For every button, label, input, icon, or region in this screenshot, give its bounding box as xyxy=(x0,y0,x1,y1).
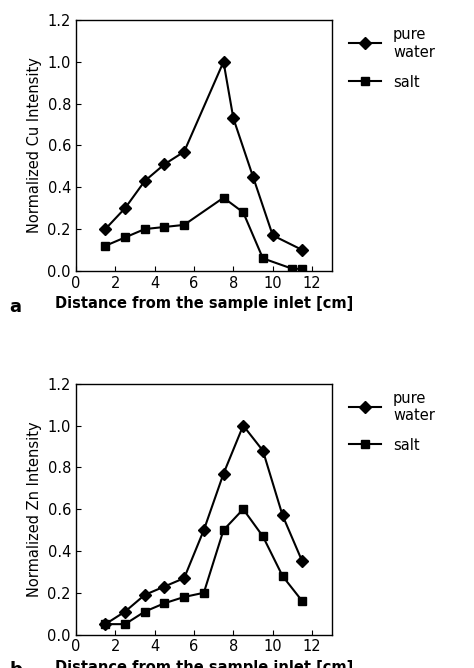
X-axis label: Distance from the sample inlet [cm]: Distance from the sample inlet [cm] xyxy=(55,297,353,311)
salt xyxy=(122,620,128,628)
pure
water xyxy=(162,160,167,168)
Line: pure
water: pure water xyxy=(101,422,306,629)
salt xyxy=(122,233,128,241)
pure
water xyxy=(201,526,207,534)
salt xyxy=(142,225,147,233)
salt xyxy=(260,532,266,540)
salt xyxy=(102,620,108,628)
salt xyxy=(181,593,187,601)
Legend: pure
water, salt: pure water, salt xyxy=(349,391,435,454)
pure
water xyxy=(270,231,275,239)
pure
water xyxy=(260,447,266,455)
Text: b: b xyxy=(9,661,22,668)
pure
water xyxy=(250,173,256,181)
salt xyxy=(162,223,167,231)
pure
water xyxy=(280,512,285,520)
salt xyxy=(260,255,266,263)
Text: a: a xyxy=(9,298,21,315)
pure
water xyxy=(122,204,128,212)
pure
water xyxy=(221,470,227,478)
salt xyxy=(181,221,187,229)
salt xyxy=(300,597,305,605)
salt xyxy=(142,608,147,616)
pure
water xyxy=(230,114,236,122)
pure
water xyxy=(221,58,227,66)
pure
water xyxy=(142,177,147,185)
salt xyxy=(240,505,246,513)
salt xyxy=(280,572,285,580)
pure
water xyxy=(300,246,305,254)
salt xyxy=(221,194,227,202)
salt xyxy=(162,599,167,607)
X-axis label: Distance from the sample inlet [cm]: Distance from the sample inlet [cm] xyxy=(55,660,353,668)
pure
water xyxy=(300,557,305,565)
pure
water xyxy=(181,148,187,156)
Y-axis label: Normalized Cu Intensity: Normalized Cu Intensity xyxy=(27,57,42,233)
Legend: pure
water, salt: pure water, salt xyxy=(349,27,435,90)
pure
water xyxy=(122,608,128,616)
salt xyxy=(201,589,207,597)
salt xyxy=(300,265,305,273)
salt xyxy=(240,208,246,216)
pure
water xyxy=(162,582,167,591)
Y-axis label: Normalized Zn Intensity: Normalized Zn Intensity xyxy=(27,422,42,597)
Line: salt: salt xyxy=(101,194,306,273)
pure
water xyxy=(142,591,147,599)
salt xyxy=(221,526,227,534)
salt xyxy=(102,242,108,250)
Line: salt: salt xyxy=(101,505,306,629)
pure
water xyxy=(102,225,108,233)
Line: pure
water: pure water xyxy=(101,57,306,254)
salt xyxy=(290,265,295,273)
pure
water xyxy=(240,422,246,430)
pure
water xyxy=(181,574,187,582)
pure
water xyxy=(102,620,108,628)
